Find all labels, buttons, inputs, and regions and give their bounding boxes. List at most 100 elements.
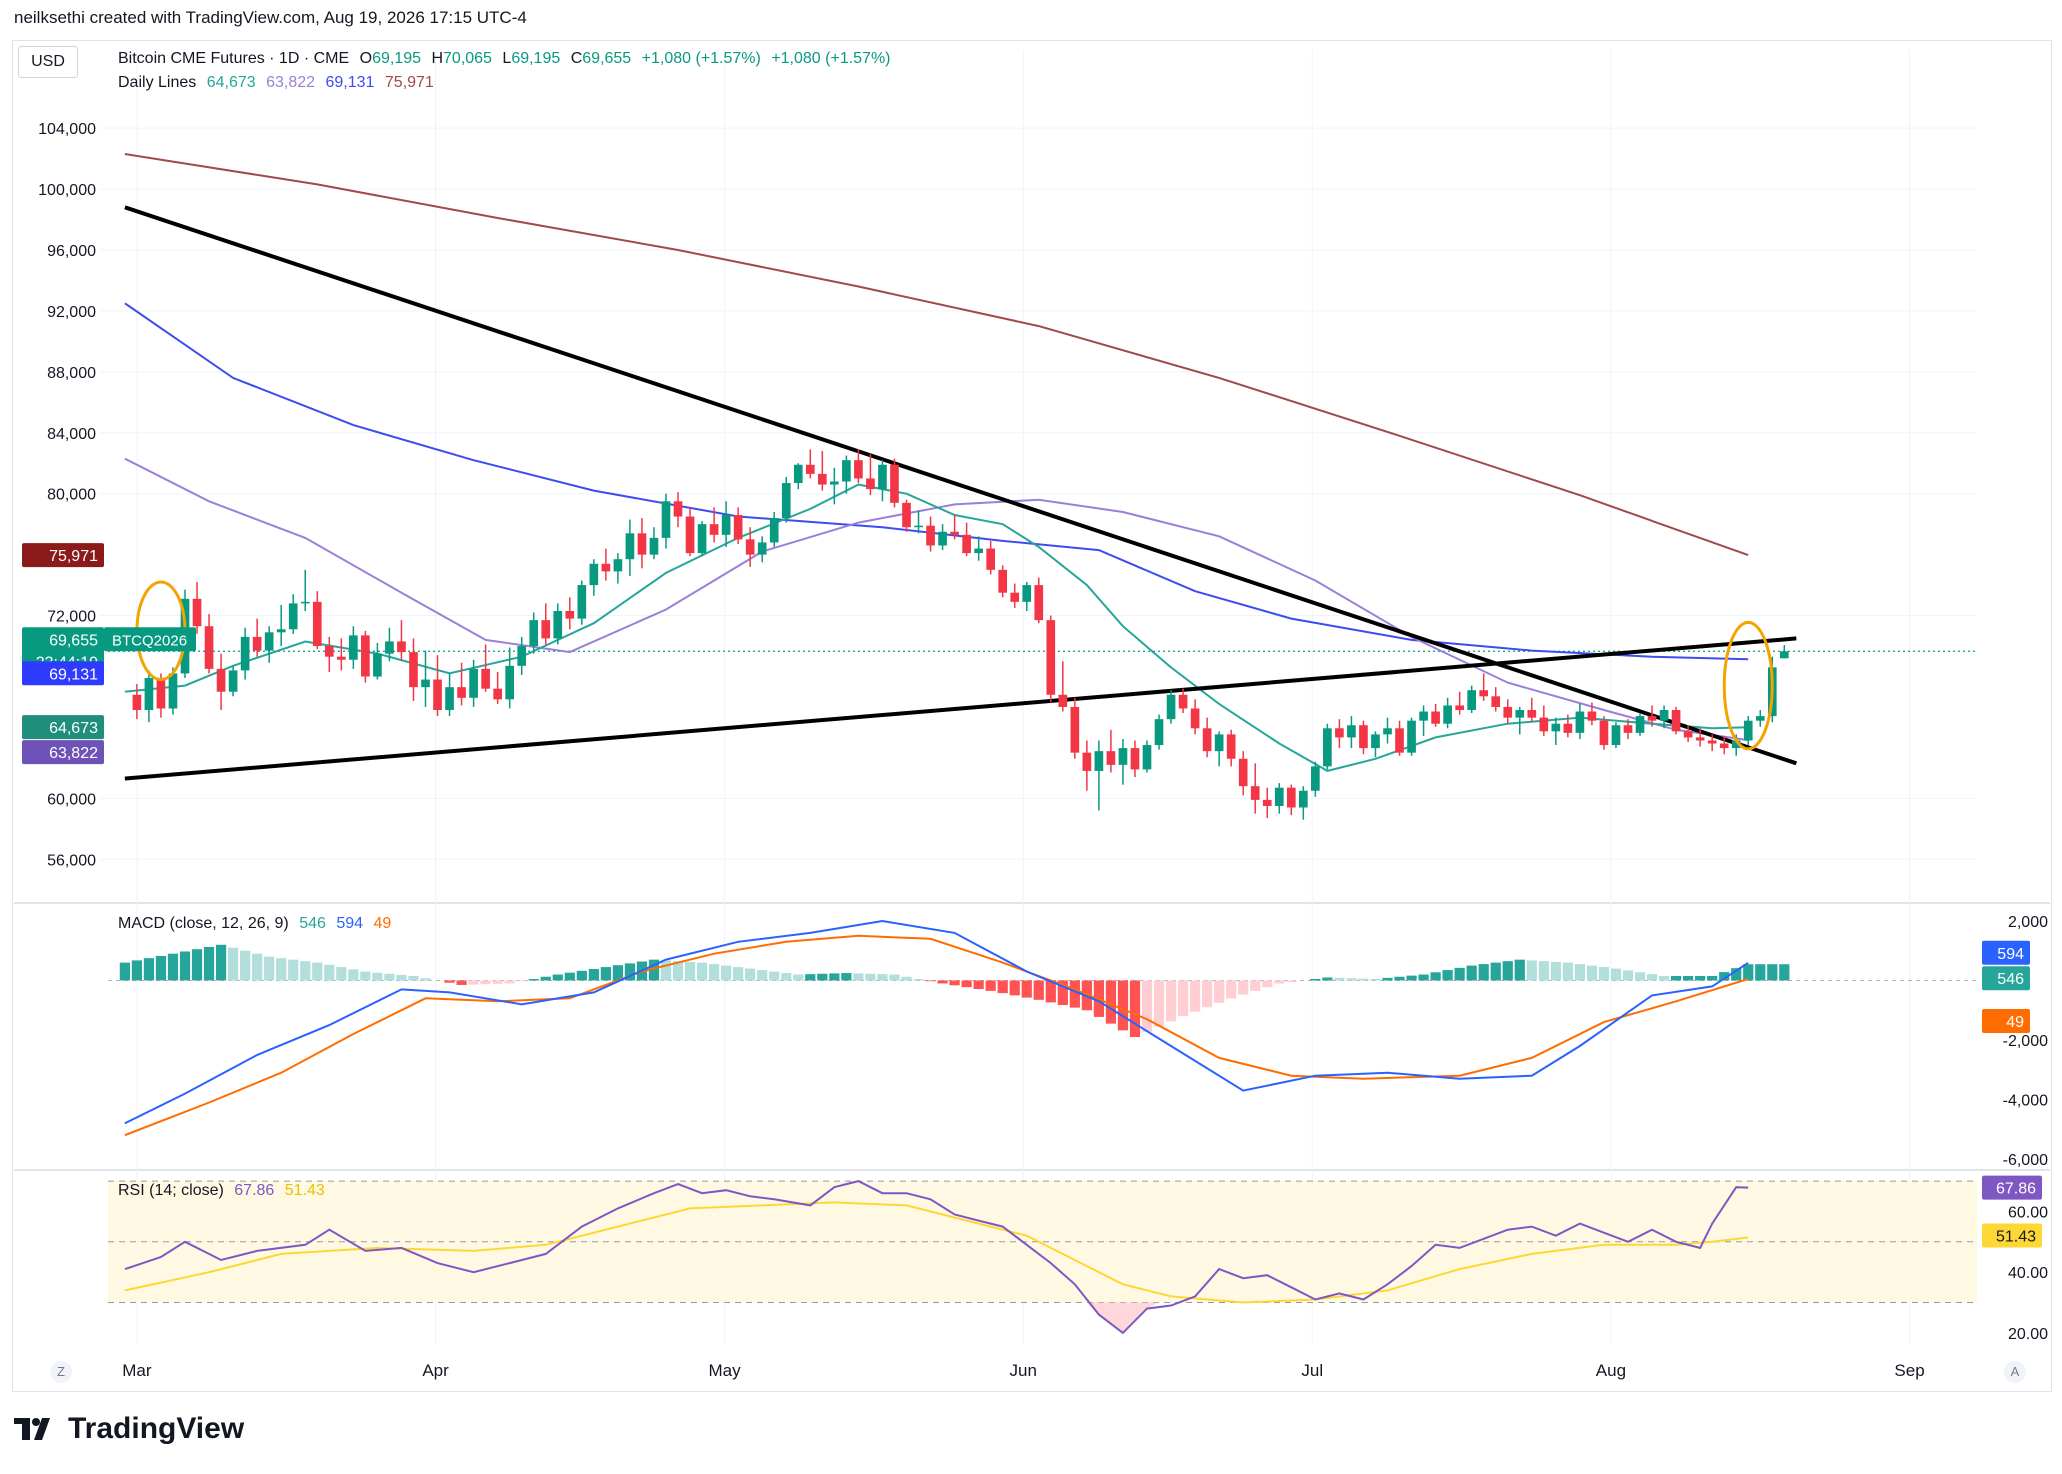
tradingview-brand: TradingView <box>14 1412 244 1446</box>
candle-body <box>637 533 647 555</box>
candle-body <box>1551 723 1561 732</box>
candle-body <box>769 518 779 543</box>
candle-body <box>1202 728 1212 752</box>
macd-histogram-bar <box>1250 980 1261 991</box>
candle-body <box>1166 694 1176 720</box>
x-tick-label: Jul <box>1301 1361 1323 1380</box>
candle-body <box>228 670 238 692</box>
macd-histogram-bar <box>336 967 347 981</box>
candle-body <box>1178 694 1188 709</box>
candle-body <box>854 460 863 479</box>
lines-label[interactable]: Daily Lines <box>118 74 197 91</box>
x-tick-label: Apr <box>422 1361 449 1380</box>
candle-body <box>1695 737 1705 741</box>
candle-body <box>192 598 202 627</box>
macd-histogram-bar <box>901 976 912 981</box>
candle-body <box>1395 728 1404 753</box>
lines-legend: Daily Lines 64,673 63,822 69,131 75,971 <box>118 74 440 92</box>
candle-body <box>1563 723 1573 733</box>
macd-histogram-bar <box>1670 976 1682 981</box>
candle-body <box>1671 710 1681 732</box>
candle-body <box>1731 740 1741 749</box>
macd-histogram-bar <box>1719 972 1730 981</box>
tag-rsi-bg <box>1982 1175 2042 1200</box>
candle-body <box>445 687 454 711</box>
candle-body <box>1250 786 1260 800</box>
macd-histogram-bar <box>745 968 756 981</box>
candle-body <box>373 653 382 677</box>
candle-body <box>1455 705 1464 711</box>
candle-body <box>625 533 635 560</box>
currency-button[interactable]: USD <box>18 46 78 78</box>
macd-tick-label: -6,000 <box>2003 1152 2048 1169</box>
candle-body <box>1419 711 1428 721</box>
macd-histogram-bar <box>167 953 179 981</box>
macd-histogram-bar <box>456 980 467 985</box>
candle-body <box>1070 706 1080 753</box>
candle-body <box>1082 752 1092 771</box>
candle-body <box>842 460 851 482</box>
candle-body <box>998 569 1008 593</box>
trendline <box>124 205 1797 766</box>
macd-histogram-bar <box>179 951 191 981</box>
tag-rsi: 67.86 <box>1996 1181 2036 1198</box>
candle-body <box>264 632 274 651</box>
rsi-value: 67.86 <box>234 1182 275 1199</box>
candle-body <box>950 531 959 535</box>
candle-body <box>216 668 226 692</box>
macd-histogram-bar <box>949 980 960 986</box>
candle-body <box>1214 734 1224 752</box>
macd-histogram-bar <box>1165 980 1177 1022</box>
macd-histogram-bar <box>1129 980 1141 1038</box>
ma50-line <box>124 302 1749 661</box>
macd-histogram-bar <box>1033 980 1044 1000</box>
macd-histogram-bar <box>1117 980 1129 1031</box>
candle-body <box>1623 725 1633 733</box>
macd-histogram-bar <box>624 963 636 981</box>
y-tick-label: 100,000 <box>38 182 96 199</box>
x-tick-label: Sep <box>1894 1361 1924 1380</box>
candle-body <box>926 525 935 546</box>
macd-histogram-bar <box>781 973 792 981</box>
rsi-label[interactable]: RSI (14; close) <box>118 1182 224 1199</box>
candle-body <box>276 629 286 633</box>
macd-histogram-bar <box>1105 980 1117 1024</box>
candle-body <box>1443 705 1452 724</box>
candle-body <box>565 610 575 619</box>
macd-histogram-bar <box>684 961 696 981</box>
macd-signal-line <box>124 934 1749 1137</box>
candle-body <box>866 478 875 490</box>
candle-body <box>1046 620 1056 695</box>
macd-histogram-bar <box>925 980 936 982</box>
macd-histogram-bar <box>1695 976 1706 981</box>
candle-body <box>1238 758 1248 787</box>
zoom-reset-button[interactable]: Z <box>50 1361 72 1383</box>
symbol-label[interactable]: Bitcoin CME Futures · 1D · CME <box>118 50 350 67</box>
macd-histogram-bar <box>131 960 143 981</box>
tag-ma10-bg <box>22 715 104 740</box>
y-tick-label: 96,000 <box>47 243 96 260</box>
macd-histogram-bar <box>1262 980 1273 988</box>
change-value-2: +1,080 (+1.57%) <box>771 50 891 67</box>
macd-histogram-bar <box>1238 980 1249 995</box>
ma10-line <box>124 483 1749 772</box>
macd-histogram-bar <box>1310 978 1321 981</box>
candle-body <box>1118 748 1128 765</box>
candle-body <box>1539 717 1549 732</box>
macd-label[interactable]: MACD (close, 12, 26, 9) <box>118 915 289 932</box>
macd-histogram-bar <box>1382 977 1393 981</box>
candle-body <box>1359 725 1368 749</box>
macd-histogram-bar <box>1394 976 1405 981</box>
candle-body <box>1707 740 1717 744</box>
candle-body <box>1298 790 1308 808</box>
macd-histogram-bar <box>1562 962 1573 981</box>
macd-histogram-bar <box>203 946 215 981</box>
macd-histogram-bar <box>324 964 335 981</box>
candle-body <box>1755 716 1765 721</box>
macd-histogram-bar <box>721 965 732 981</box>
macd-histogram-bar <box>793 974 804 981</box>
macd-histogram-bar <box>191 949 203 981</box>
auto-scale-button[interactable]: A <box>2004 1361 2026 1383</box>
macd-histogram-bar <box>312 962 323 981</box>
